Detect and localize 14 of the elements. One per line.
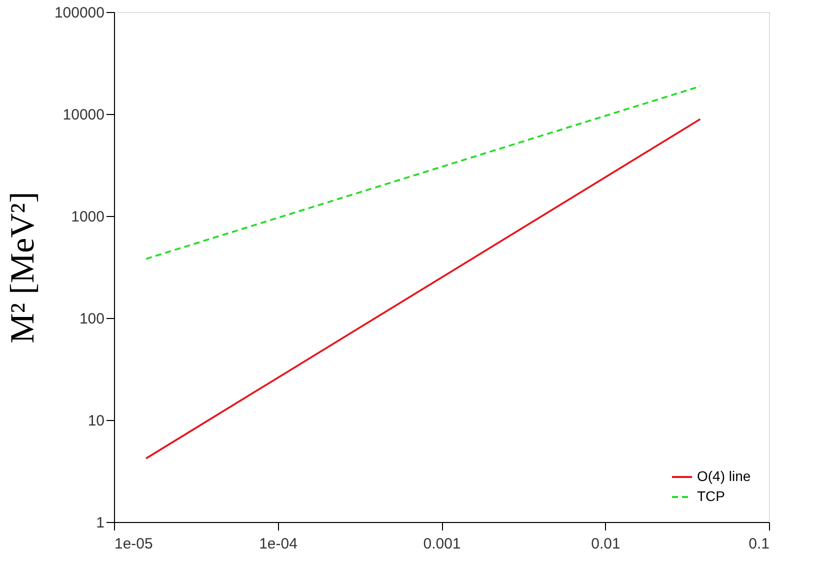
y-axis-title: M² [MeV²] [4,192,42,344]
y-tick-label: 100 [79,310,104,328]
y-tick-label: 1000 [71,208,104,226]
y-tick-label: 10 [88,412,104,430]
x-tick-label: 0.01 [591,536,620,552]
x-tick-label: 0.001 [423,536,461,552]
y-tick-label: 1 [96,514,104,532]
x-tick-label: 0.1 [748,536,770,552]
legend-label: TCP [697,488,725,504]
y-tick-label: 100000 [54,4,104,22]
x-tick-label: 1e-05 [114,536,153,552]
x-tick-label: 1e-04 [259,536,298,552]
legend-label: O(4) line [697,468,751,484]
y-tick-label: 10000 [62,106,104,124]
